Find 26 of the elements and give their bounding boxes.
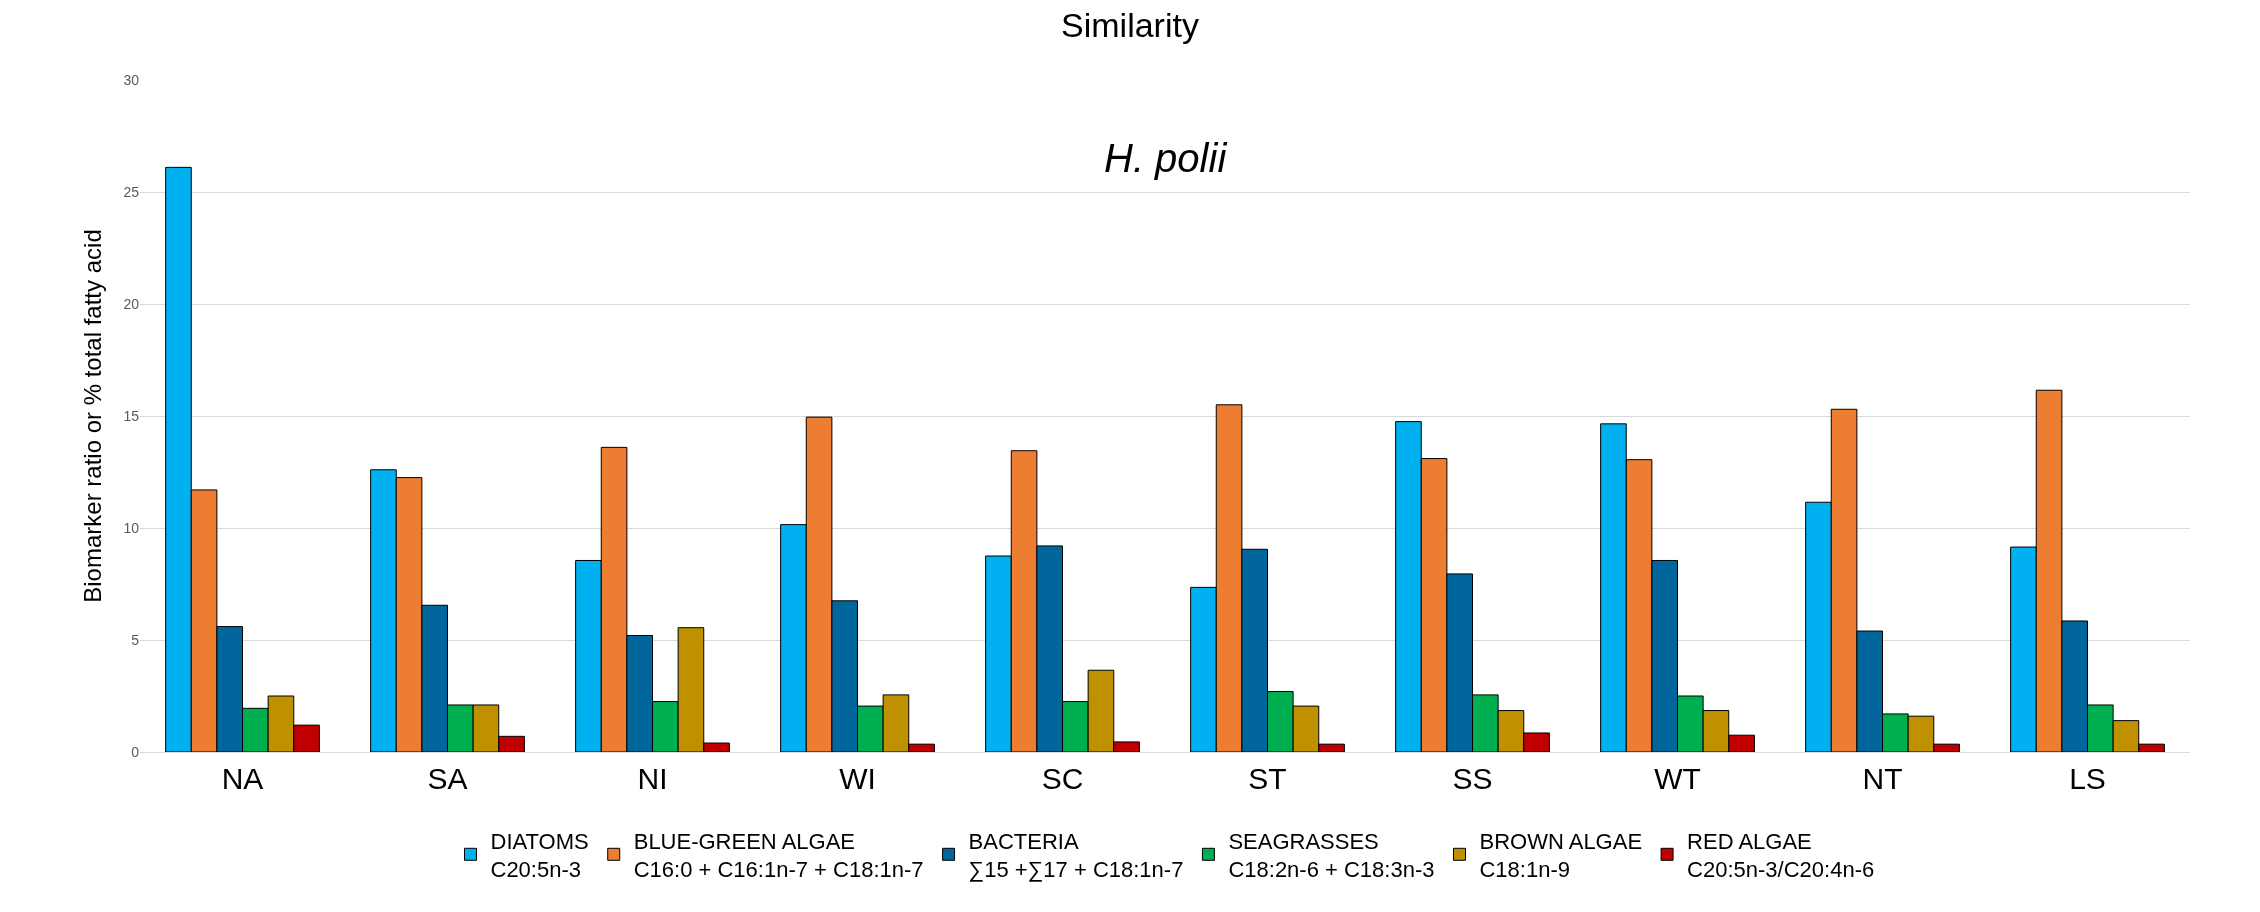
x-tick-label: NT <box>1862 762 1903 795</box>
legend-label: BACTERIA ∑15 +∑17 + C18:1n-7 <box>968 828 1184 883</box>
y-tick-label: 30 <box>123 71 140 88</box>
y-tick-label: 25 <box>123 183 140 200</box>
x-tick-label: NA <box>221 762 264 795</box>
legend-label: DIATOMS C20:5n-3 <box>490 828 589 883</box>
y-tick-label: 5 <box>131 631 140 648</box>
y-axis-title: Biomarker ratio or % total fatty acid <box>78 229 106 603</box>
chart-title: Similarity <box>1061 6 1199 45</box>
x-tick-label: WT <box>1654 762 1701 795</box>
legend-label: BROWN ALGAE C18:1n-9 <box>1479 828 1643 883</box>
x-tick-label: NI <box>637 762 668 795</box>
y-tick-label: 20 <box>123 295 140 312</box>
x-tick-label: SS <box>1452 762 1493 795</box>
legend-label: BLUE-GREEN ALGAE C16:0 + C16:1n-7 + C18:1n-7 <box>633 828 924 883</box>
x-tick-label: LS <box>2069 762 2106 795</box>
x-tick-label: SA <box>427 762 468 795</box>
x-tick-label: WI <box>839 762 876 795</box>
legend-label: SEAGRASSES C18:2n-6 + C18:3n-3 <box>1228 828 1435 883</box>
x-tick-label: SC <box>1041 762 1084 795</box>
legend-label: RED ALGAE C20:5n-3/C20:4n-6 <box>1687 828 1875 883</box>
y-tick-label: 10 <box>123 519 140 536</box>
y-tick-label: 15 <box>123 407 140 424</box>
y-tick-label: 0 <box>131 743 140 760</box>
text: H. polii <box>1104 136 1228 180</box>
x-tick-label: ST <box>1248 762 1287 795</box>
